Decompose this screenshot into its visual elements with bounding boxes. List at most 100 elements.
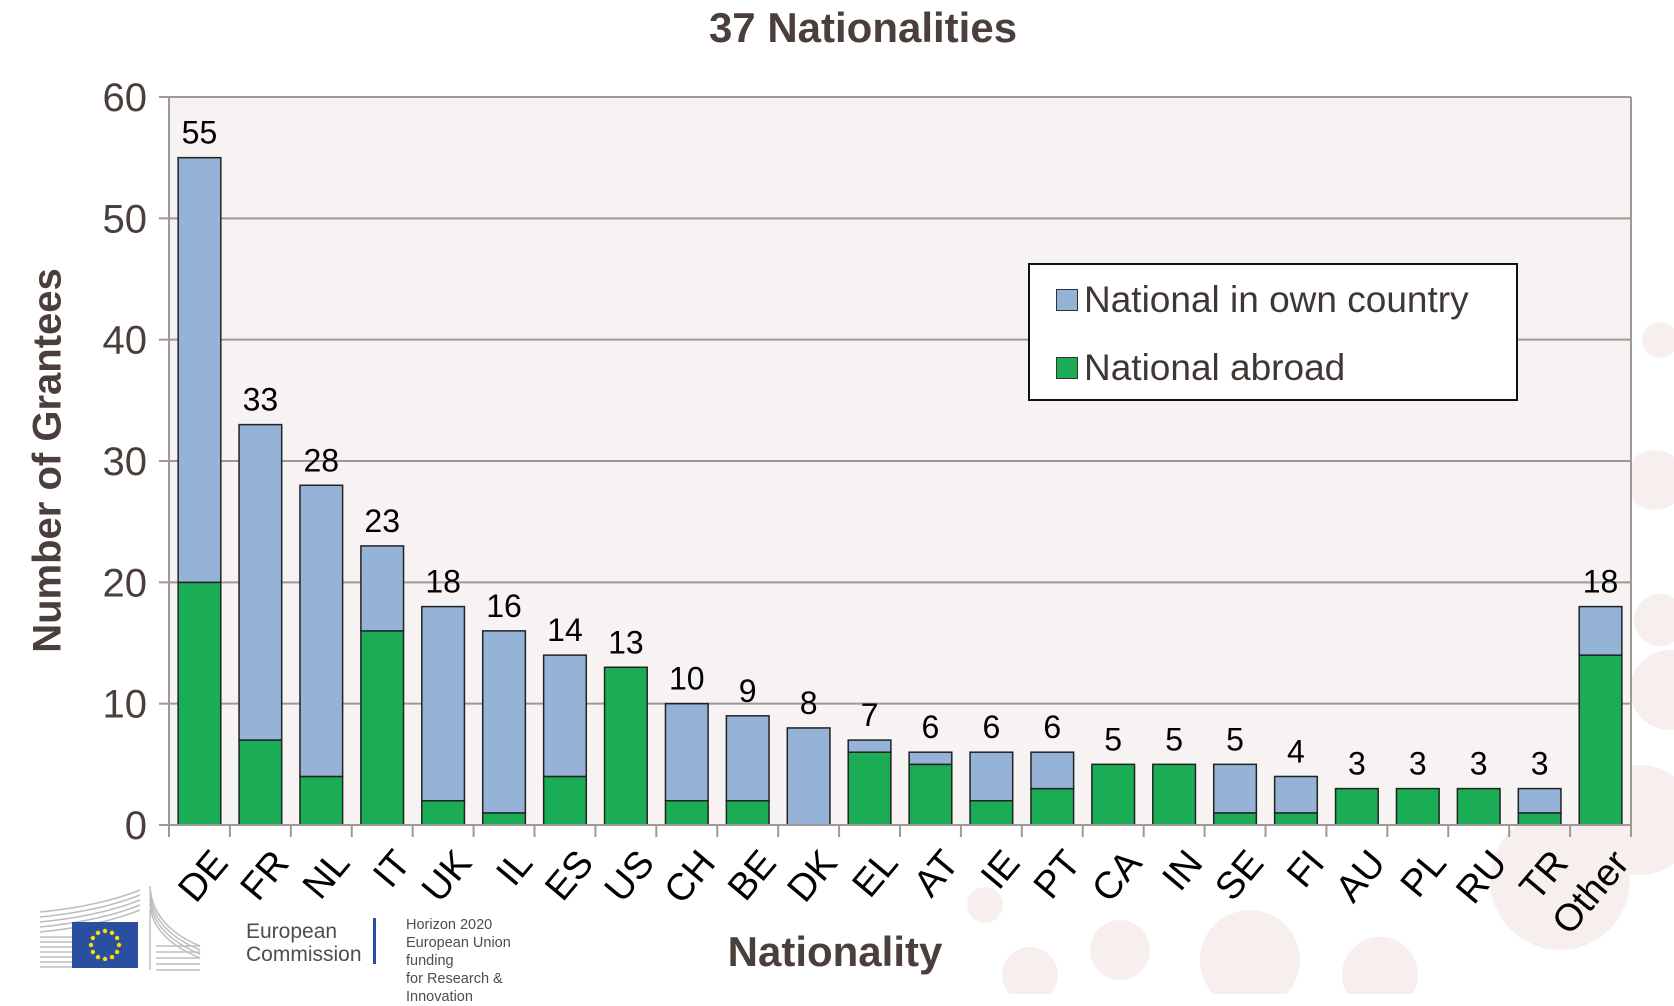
x-axis-title: Nationality bbox=[727, 928, 943, 975]
y-tick-label: 10 bbox=[103, 683, 148, 727]
total-label: 18 bbox=[1583, 564, 1619, 600]
total-label: 23 bbox=[364, 503, 400, 539]
total-label: 3 bbox=[1531, 746, 1549, 782]
total-label: 4 bbox=[1287, 733, 1305, 769]
bars bbox=[177, 156, 1623, 826]
bar-segment-own-country bbox=[1578, 605, 1623, 656]
x-tick-label: FI bbox=[1279, 843, 1333, 896]
total-label: 5 bbox=[1104, 721, 1122, 757]
x-tick-label: PT bbox=[1026, 843, 1089, 907]
eu-star-icon bbox=[109, 930, 115, 936]
ec-line-2: Commission bbox=[246, 943, 362, 966]
bar-segment-abroad bbox=[177, 581, 222, 826]
eu-star-icon bbox=[95, 930, 101, 936]
bar-segment-abroad bbox=[299, 775, 344, 826]
total-label: 3 bbox=[1409, 746, 1427, 782]
bar-segment-abroad bbox=[1152, 763, 1197, 826]
gridlines bbox=[169, 96, 1631, 705]
x-tick-label: AT bbox=[906, 843, 968, 905]
eu-star-icon bbox=[102, 928, 108, 934]
y-axis-ticks: 0 10 20 30 40 50 60 bbox=[103, 76, 169, 848]
total-label: 16 bbox=[486, 588, 522, 624]
legend-label-own-country: National in own country bbox=[1084, 279, 1469, 320]
european-commission-logo: European Commission Horizon 2020 Europea… bbox=[39, 885, 560, 1005]
bar-segment-own-country bbox=[1212, 763, 1258, 814]
legend-label-abroad: National abroad bbox=[1084, 347, 1346, 388]
x-tick-label: PL bbox=[1393, 843, 1455, 906]
total-label: 28 bbox=[303, 442, 339, 478]
bar-segment-abroad bbox=[1578, 654, 1623, 826]
y-tick-label: 60 bbox=[103, 76, 148, 120]
bar-segment-abroad bbox=[1091, 763, 1136, 826]
total-label: 5 bbox=[1165, 721, 1183, 757]
x-tick-label: SE bbox=[1207, 843, 1272, 909]
program-line-2: European Union funding bbox=[406, 935, 511, 969]
total-label: 9 bbox=[739, 673, 757, 709]
y-tick-label: 20 bbox=[103, 561, 148, 605]
program-line-1: Horizon 2020 bbox=[406, 917, 493, 933]
bar-segment-abroad bbox=[1030, 787, 1075, 826]
bar-segment-abroad bbox=[481, 812, 527, 826]
background-decoration bbox=[967, 322, 1674, 994]
eu-star-icon bbox=[88, 942, 94, 948]
legend-swatch-own-country bbox=[1056, 289, 1078, 311]
legend: National in own country National abroad bbox=[1028, 263, 1518, 401]
eu-star-icon bbox=[116, 942, 122, 948]
bar-segment-abroad bbox=[664, 799, 709, 826]
logo-divider bbox=[373, 918, 376, 964]
bar-segment-own-country bbox=[421, 605, 466, 802]
bar-segment-own-country bbox=[177, 156, 222, 584]
total-label: 55 bbox=[182, 115, 218, 151]
x-tick-label: IN bbox=[1155, 843, 1212, 899]
bar-segment-own-country bbox=[725, 715, 770, 802]
eu-flag-building-icon bbox=[39, 885, 201, 971]
bar-segment-own-country bbox=[1517, 787, 1562, 814]
bar-segment-abroad bbox=[725, 799, 770, 826]
x-tick-label: AU bbox=[1328, 843, 1394, 910]
total-label: 14 bbox=[547, 612, 583, 648]
bar-segment-own-country bbox=[299, 484, 344, 778]
y-tick-label: 50 bbox=[103, 197, 148, 241]
ec-line-1: European bbox=[246, 920, 338, 943]
eu-star-icon bbox=[90, 935, 96, 941]
bar-segment-own-country bbox=[481, 630, 527, 814]
x-tick-label: CH bbox=[656, 843, 723, 912]
bar-segment-abroad bbox=[847, 751, 892, 826]
legend-item-own-country: National in own country bbox=[1056, 279, 1469, 321]
eu-star-icon bbox=[102, 956, 108, 962]
total-label: 6 bbox=[982, 709, 1000, 745]
eu-star-icon bbox=[90, 949, 96, 955]
total-label: 8 bbox=[800, 685, 818, 721]
bar-segment-abroad bbox=[421, 799, 466, 826]
bar-segment-own-country bbox=[360, 545, 405, 632]
bar-segment-abroad bbox=[360, 630, 405, 826]
bar-segment-own-country bbox=[786, 727, 831, 826]
bar-segment-abroad bbox=[542, 775, 588, 826]
total-label: 3 bbox=[1348, 746, 1366, 782]
eu-star-icon bbox=[109, 954, 115, 960]
bar-segment-abroad bbox=[1273, 812, 1319, 826]
bar-segment-own-country bbox=[908, 751, 953, 766]
bar-segment-abroad bbox=[908, 763, 953, 826]
bar-segment-abroad bbox=[1456, 787, 1501, 826]
total-label: 13 bbox=[608, 624, 644, 660]
x-tick-label: US bbox=[597, 843, 663, 910]
bar-segment-abroad bbox=[1517, 812, 1562, 826]
y-axis-title: Number of Grantees bbox=[25, 268, 70, 653]
bar-segment-own-country bbox=[1030, 751, 1075, 790]
x-tick-label: DK bbox=[780, 843, 846, 910]
bar-segment-abroad bbox=[1212, 812, 1258, 826]
total-label: 33 bbox=[243, 382, 279, 418]
total-label: 3 bbox=[1470, 746, 1488, 782]
bar-segment-abroad bbox=[969, 799, 1014, 826]
x-tick-label: EL bbox=[845, 843, 907, 906]
total-label: 10 bbox=[669, 661, 705, 697]
bar-segment-own-country bbox=[1273, 775, 1319, 814]
eu-star-icon bbox=[95, 954, 101, 960]
total-label: 5 bbox=[1226, 721, 1244, 757]
y-tick-label: 0 bbox=[125, 804, 147, 848]
bar-segment-own-country bbox=[542, 654, 588, 778]
bar-segment-abroad bbox=[1334, 787, 1379, 826]
